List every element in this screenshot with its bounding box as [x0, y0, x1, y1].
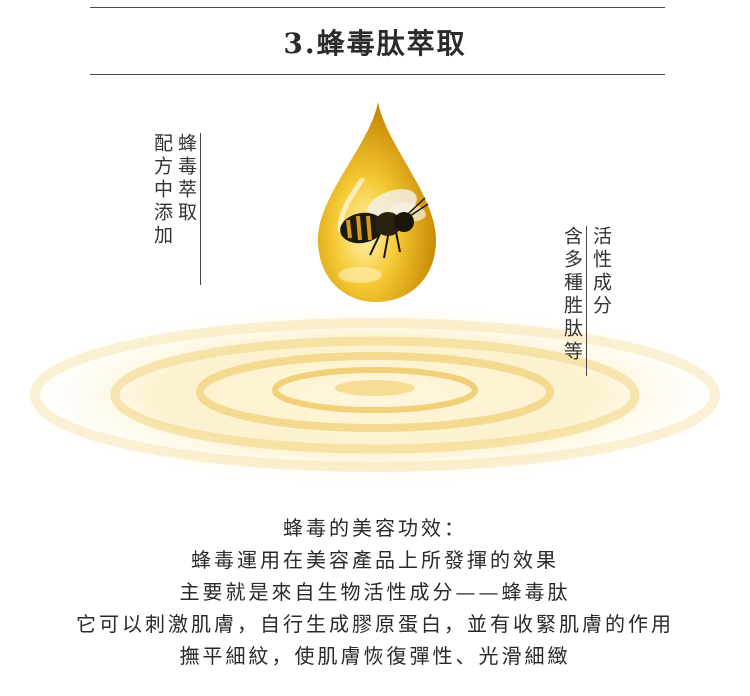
description-line-3: 它可以刺激肌膚，自行生成膠原蛋白，並有收緊肌膚的作用	[76, 612, 674, 636]
right-label-col2: 含多種胜肽等	[561, 226, 583, 364]
description-line-4: 撫平細紋，使肌膚恢復彈性、光滑細緻	[179, 644, 571, 668]
left-vertical-label: 配方中添加 蜂毒萃取	[150, 133, 203, 285]
left-label-col2: 配方中添加	[151, 133, 173, 248]
description-heading: 蜂毒的美容功效：	[283, 516, 467, 540]
honey-drop-bee-illustration	[318, 102, 436, 302]
benefits-description: 蜂毒的美容功效： 蜂毒運用在美容產品上所發揮的效果 主要就是來自生物活性成分——…	[0, 512, 750, 672]
left-label-col1: 蜂毒萃取	[175, 133, 197, 225]
description-line-1: 蜂毒運用在美容產品上所發揮的效果	[191, 548, 559, 572]
top-divider	[90, 7, 665, 8]
left-label-line	[200, 133, 201, 285]
right-vertical-label: 含多種胜肽等 活性成分	[560, 226, 613, 376]
right-label-line	[586, 226, 587, 376]
description-line-2: 主要就是來自生物活性成分——蜂毒肽	[179, 580, 571, 604]
bee-icon	[340, 189, 429, 259]
bottom-divider	[90, 74, 665, 75]
golden-ripple-illustration	[5, 300, 745, 490]
right-label-col1: 活性成分	[590, 226, 612, 318]
section-title: 3.蜂毒肽萃取	[283, 27, 467, 60]
